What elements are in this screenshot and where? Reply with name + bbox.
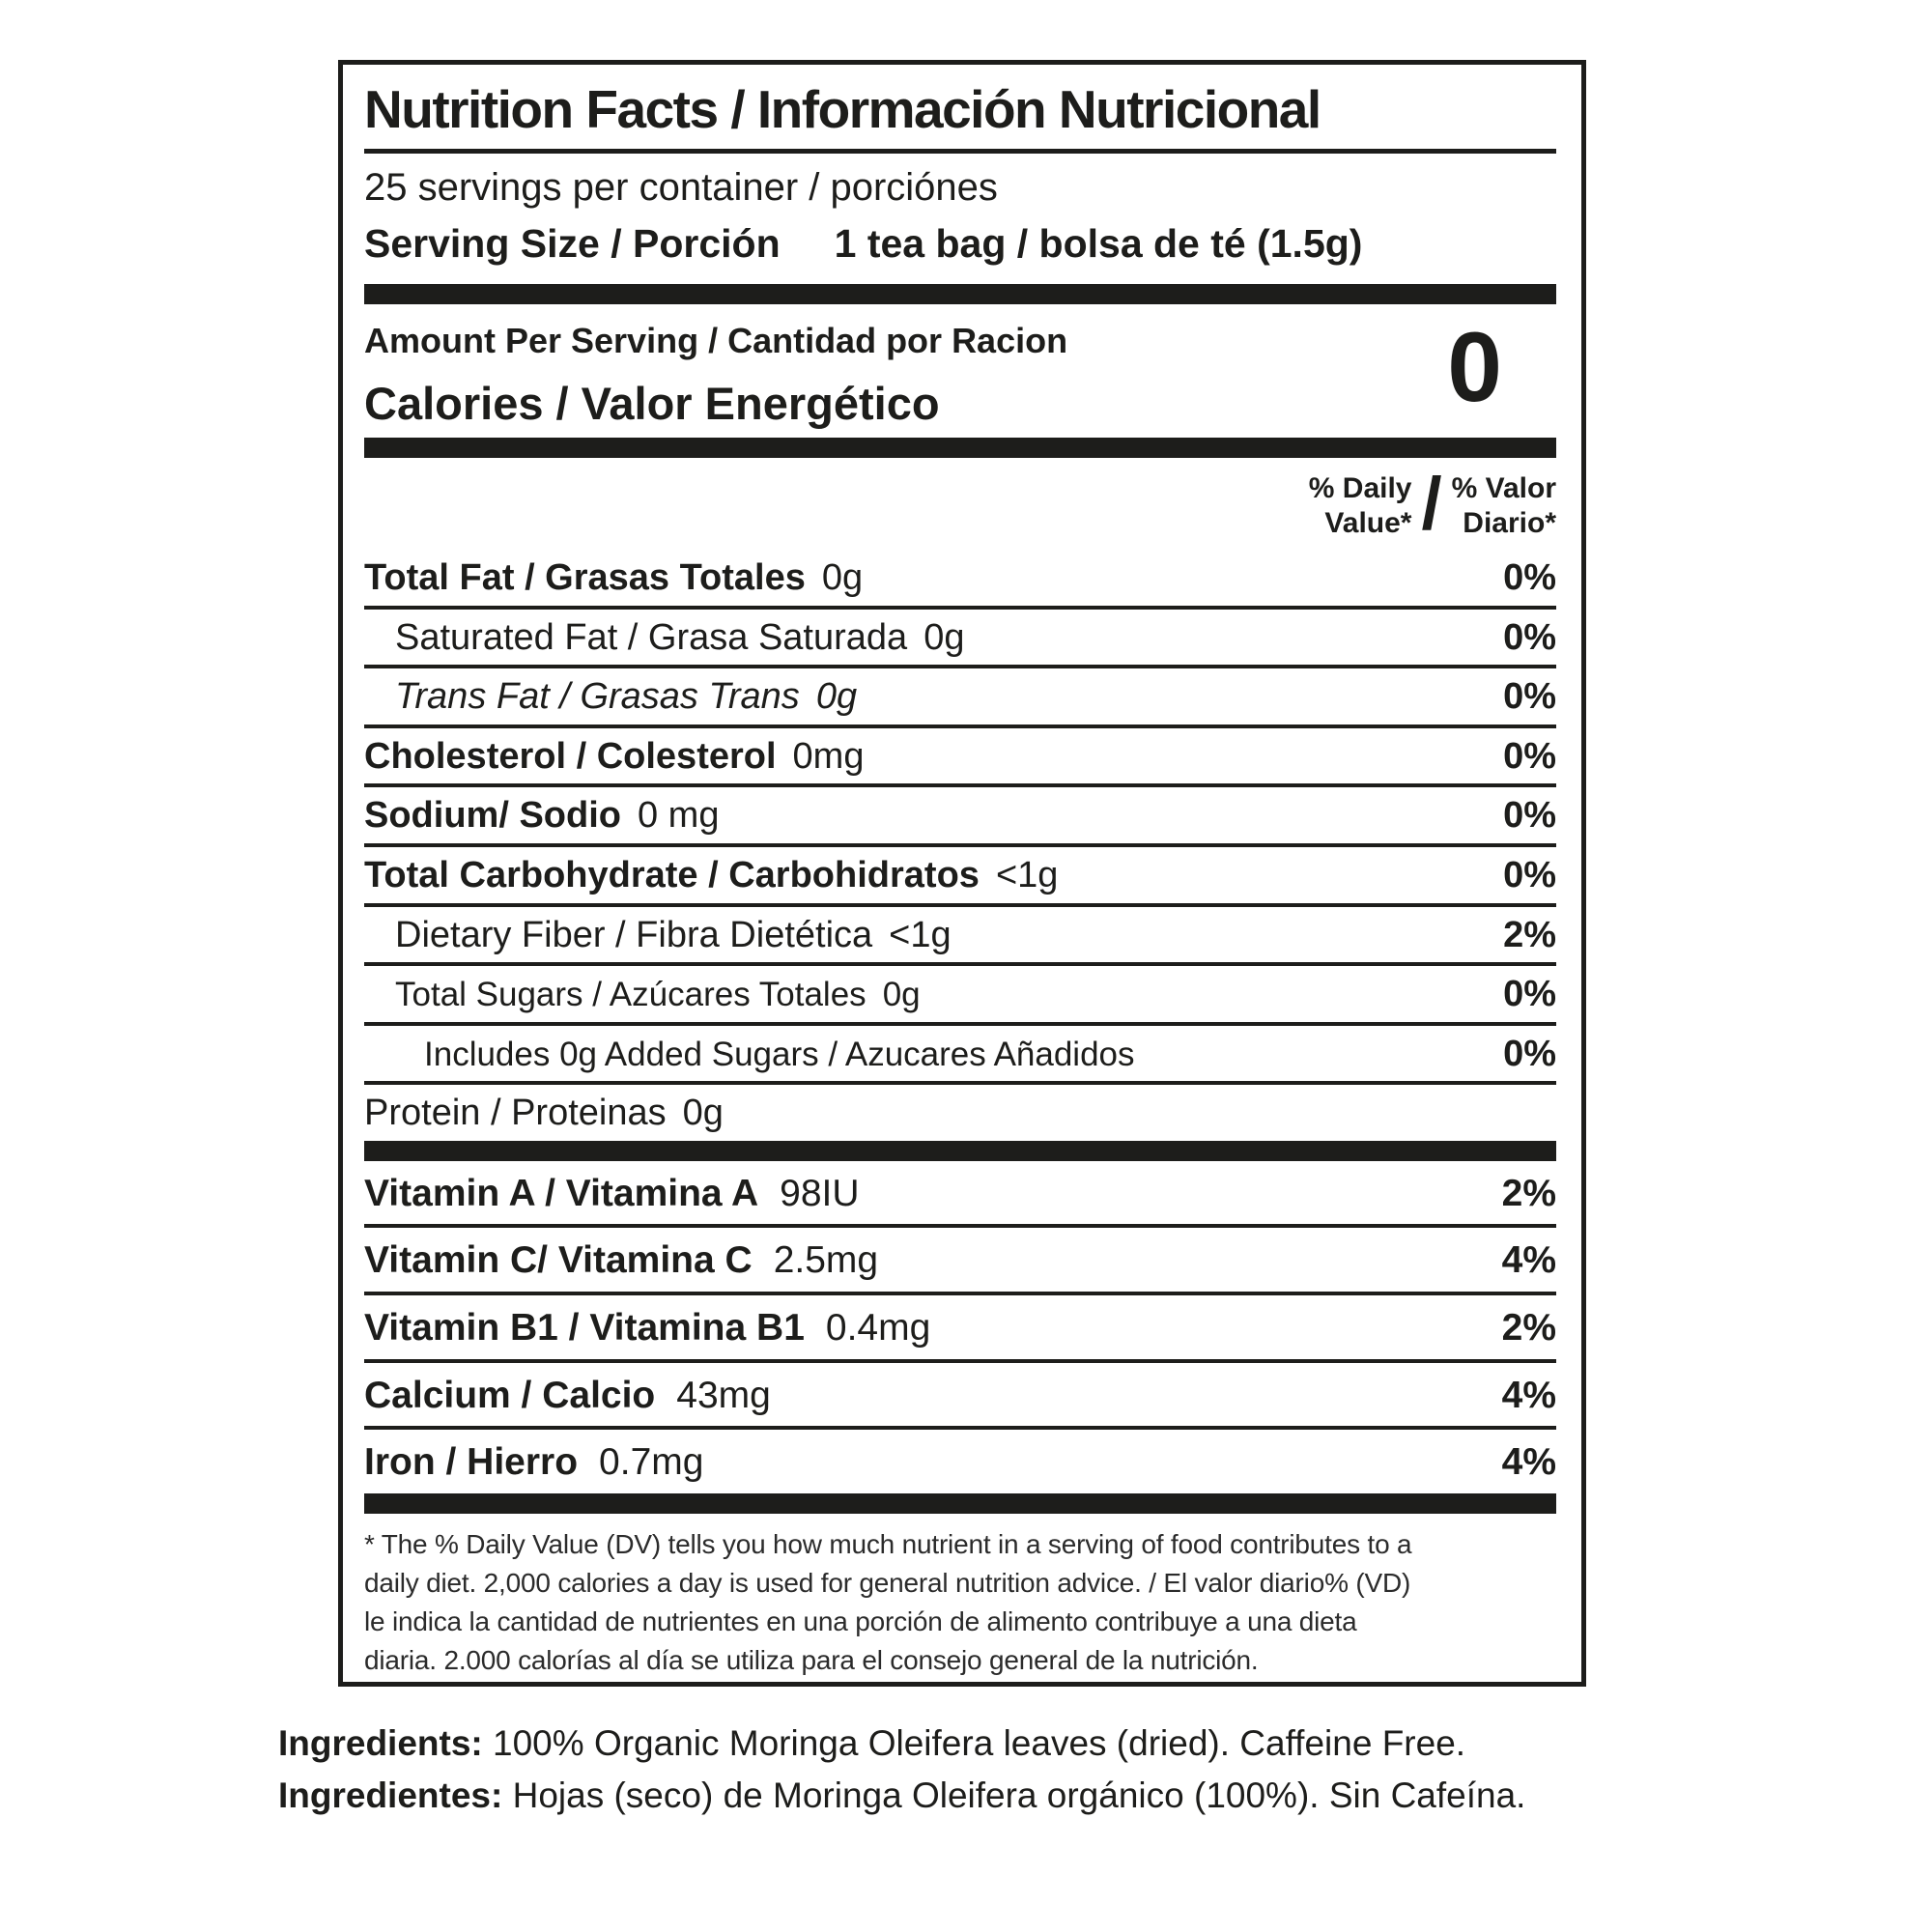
- row-value: 0g: [821, 557, 864, 599]
- row-value: 0g: [882, 976, 921, 1014]
- nutrient-row-total-sugars-az-cares-totales: Total Sugars / Azúcares Totales 0g 0%: [364, 966, 1556, 1026]
- daily-value-es-line1: % Valor: [1451, 471, 1556, 504]
- panel-title: Nutrition Facts / Información Nutriciona…: [364, 79, 1321, 139]
- row-label: Total Fat / Grasas Totales 0g: [364, 557, 864, 599]
- nutrient-row-dietary-fiber-fibra-diet-tica: Dietary Fiber / Fibra Dietética <1g 2%: [364, 907, 1556, 967]
- nutrient-row-cholesterol-colesterol: Cholesterol / Colesterol 0mg 0%: [364, 728, 1556, 788]
- calories-value: 0: [1447, 311, 1502, 422]
- row-label: Iron / Hierro 0.7mg: [364, 1441, 704, 1484]
- nutrient-row-includes-0g-added-sugars-azucares-a-adid: Includes 0g Added Sugars / Azucares Añad…: [364, 1026, 1556, 1086]
- row-percent: 0%: [1503, 855, 1556, 896]
- title-divider: [364, 148, 1556, 154]
- daily-value-footnote: * The % Daily Value (DV) tells you how m…: [364, 1514, 1556, 1680]
- amount-per-serving-label: Amount Per Serving / Cantidad por Racion: [364, 320, 1068, 360]
- daily-value-header: % Daily Value* / % Valor Diario*: [364, 458, 1556, 551]
- row-value: 0 mg: [637, 795, 720, 837]
- row-percent: 0%: [1503, 795, 1556, 837]
- ingredients-section: Ingredients: 100% Organic Moringa Oleife…: [278, 1718, 1727, 1822]
- vitamin-rows: Vitamin A / Vitamina A 98IU 2% Vitamin C/ V…: [364, 1161, 1556, 1493]
- vitamin-row-vitamin-c-vitamina-c: Vitamin C/ Vitamina C 2.5mg 4%: [364, 1228, 1556, 1296]
- daily-value-es-line2: Diario*: [1463, 507, 1556, 540]
- row-value: 2.5mg: [773, 1239, 879, 1282]
- row-value: 0.4mg: [825, 1307, 931, 1350]
- calories-left: Amount Per Serving / Cantidad por Racion…: [364, 321, 1067, 430]
- row-label: Total Sugars / Azúcares Totales 0g: [395, 976, 921, 1014]
- nutrient-row-trans-fat-grasas-trans: Trans Fat / Grasas Trans 0g 0%: [364, 668, 1556, 728]
- nutrient-row-saturated-fat-grasa-saturada: Saturated Fat / Grasa Saturada 0g 0%: [364, 610, 1556, 669]
- footnote-line-2: daily diet. 2,000 calories a day is used…: [364, 1568, 1411, 1599]
- row-percent: 2%: [1501, 1172, 1556, 1214]
- ingredients-text-es: Hojas (seco) de Moringa Oleifera orgánic…: [512, 1776, 1526, 1815]
- row-value: <1g: [889, 914, 952, 955]
- ingredients-text-en: 100% Organic Moringa Oleifera leaves (dr…: [493, 1723, 1466, 1763]
- footnote-line-3: le indica la cantidad de nutrientes en u…: [364, 1606, 1357, 1637]
- row-label: Calcium / Calcio 43mg: [364, 1374, 771, 1416]
- row-value: 0g: [923, 616, 965, 658]
- serving-size-value: 1 tea bag / bolsa de té (1.5g): [834, 220, 1363, 266]
- thick-bar-vitamins: [364, 1140, 1556, 1161]
- thick-bar-footnote: [364, 1493, 1556, 1515]
- ingredients-label-en: Ingredients:: [278, 1723, 483, 1763]
- row-percent: 4%: [1501, 1374, 1556, 1416]
- row-label: Saturated Fat / Grasa Saturada 0g: [395, 616, 965, 658]
- row-value: 0.7mg: [599, 1441, 704, 1484]
- row-percent: 0%: [1503, 616, 1556, 658]
- row-percent: 0%: [1503, 557, 1556, 599]
- row-label: Vitamin B1 / Vitamina B1 0.4mg: [364, 1307, 931, 1350]
- nutrient-row-total-carbohydrate-carbohidratos: Total Carbohydrate / Carbohidratos <1g 0%: [364, 847, 1556, 907]
- vitamin-row-vitamin-b1-vitamina-b1: Vitamin B1 / Vitamina B1 0.4mg 2%: [364, 1295, 1556, 1363]
- row-label: Cholesterol / Colesterol 0mg: [364, 735, 865, 777]
- row-percent: 2%: [1503, 914, 1556, 955]
- daily-value-en-line1: % Daily: [1308, 471, 1412, 504]
- daily-value-en-line2: Value*: [1324, 507, 1412, 540]
- ingredients-line-es: Ingredientes: Hojas (seco) de Moringa Ol…: [278, 1770, 1727, 1822]
- daily-value-es: % Valor Diario*: [1452, 471, 1556, 543]
- serving-size-row: Serving Size / Porción 1 tea bag / bolsa …: [364, 221, 1556, 267]
- serving-size-label: Serving Size / Porción: [364, 220, 781, 266]
- row-value: 0g: [815, 676, 858, 718]
- nutrition-facts-panel: Nutrition Facts / Información Nutriciona…: [338, 60, 1586, 1687]
- vitamin-row-vitamin-a-vitamina-a: Vitamin A / Vitamina A 98IU 2%: [364, 1161, 1556, 1229]
- ingredients-line-en: Ingredients: 100% Organic Moringa Oleife…: [278, 1718, 1727, 1770]
- nutrient-rows: Total Fat / Grasas Totales 0g 0% Saturated …: [364, 550, 1556, 1140]
- row-value: 0g: [682, 1093, 724, 1134]
- row-percent: 0%: [1503, 1033, 1556, 1074]
- row-value: 98IU: [780, 1172, 860, 1214]
- row-label: Includes 0g Added Sugars / Azucares Añad…: [424, 1035, 1135, 1073]
- row-percent: 0%: [1503, 735, 1556, 777]
- row-percent: 0%: [1503, 676, 1556, 718]
- row-label: Dietary Fiber / Fibra Dietética <1g: [395, 914, 952, 955]
- vitamin-row-calcium-calcio: Calcium / Calcio 43mg 4%: [364, 1363, 1556, 1431]
- daily-value-slash: /: [1421, 463, 1442, 546]
- footnote-line-4: diaria. 2.000 calorías al día se utiliza…: [364, 1645, 1259, 1676]
- row-label: Protein / Proteinas 0g: [364, 1093, 724, 1134]
- row-value: 43mg: [676, 1374, 771, 1416]
- row-label: Vitamin A / Vitamina A 98IU: [364, 1172, 860, 1214]
- nutrient-row-protein-proteinas: Protein / Proteinas 0g: [364, 1085, 1556, 1141]
- calories-section: Amount Per Serving / Cantidad por Racion…: [364, 304, 1556, 438]
- daily-value-en: % Daily Value*: [1309, 471, 1412, 543]
- row-label: Trans Fat / Grasas Trans 0g: [395, 676, 858, 718]
- row-percent: 4%: [1501, 1441, 1556, 1484]
- row-percent: 4%: [1501, 1239, 1556, 1282]
- row-label: Sodium/ Sodio 0 mg: [364, 795, 720, 837]
- row-label: Total Carbohydrate / Carbohidratos <1g: [364, 855, 1059, 896]
- footnote-line-1: * The % Daily Value (DV) tells you how m…: [364, 1529, 1412, 1560]
- vitamin-row-iron-hierro: Iron / Hierro 0.7mg 4%: [364, 1430, 1556, 1493]
- row-value: <1g: [995, 855, 1059, 896]
- row-percent: 0%: [1503, 974, 1556, 1015]
- ingredients-label-es: Ingredientes:: [278, 1776, 503, 1815]
- row-value: 0mg: [792, 735, 865, 777]
- row-label: Vitamin C/ Vitamina C 2.5mg: [364, 1239, 879, 1282]
- row-percent: 2%: [1501, 1307, 1556, 1350]
- thick-bar-top: [364, 283, 1556, 304]
- servings-per-container: 25 servings per container / porciónes: [364, 165, 998, 209]
- thick-bar-dv: [364, 437, 1556, 458]
- calories-label: Calories / Valor Energético: [364, 377, 940, 429]
- nutrient-row-total-fat-grasas-totales: Total Fat / Grasas Totales 0g 0%: [364, 550, 1556, 610]
- nutrient-row-sodium-sodio: Sodium/ Sodio 0 mg 0%: [364, 787, 1556, 848]
